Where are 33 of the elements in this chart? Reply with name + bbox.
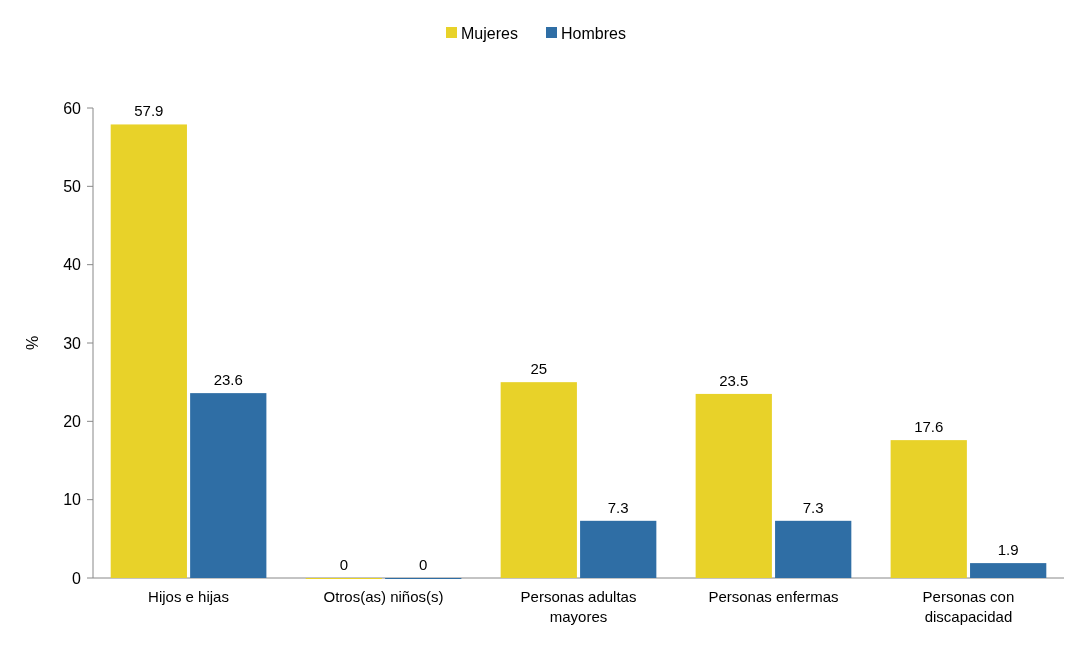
y-tick-label: 10 <box>63 491 82 509</box>
legend-label: Mujeres <box>461 24 518 42</box>
data-label: 23.5 <box>719 371 749 389</box>
data-label: 7.3 <box>607 498 629 516</box>
bar <box>890 440 967 578</box>
y-tick-label: 50 <box>63 177 82 195</box>
legend-label: Hombres <box>561 24 626 42</box>
y-axis-title: % <box>24 335 41 351</box>
bar <box>110 124 187 578</box>
data-label: 0 <box>339 556 348 573</box>
y-tick-label: 30 <box>63 334 82 352</box>
y-tick-label: 20 <box>63 412 82 430</box>
bar <box>190 393 267 578</box>
x-tick-label: Hijos e hijas <box>148 588 229 605</box>
bar <box>775 520 852 578</box>
data-label: 25 <box>530 360 548 378</box>
data-label: 1.9 <box>997 541 1019 559</box>
y-tick-label: 0 <box>72 569 82 587</box>
bar <box>580 520 657 578</box>
x-tick-label: Personas adultas mayores <box>520 588 637 625</box>
data-label: 7.3 <box>802 498 824 516</box>
x-tick-label: Otros(as) niños(s) <box>323 588 444 605</box>
bar <box>500 382 577 578</box>
x-tick-label: Personas enfermas <box>708 588 839 605</box>
data-label: 17.6 <box>914 418 944 436</box>
bar <box>970 563 1047 578</box>
data-label: 0 <box>419 556 428 573</box>
data-label: 57.9 <box>134 102 164 120</box>
bar <box>695 393 772 578</box>
x-tick-label: Personas con discapacidad <box>922 588 1015 625</box>
y-tick-label: 60 <box>63 99 82 117</box>
y-tick-label: 40 <box>63 256 82 274</box>
data-label: 23.6 <box>213 371 243 389</box>
